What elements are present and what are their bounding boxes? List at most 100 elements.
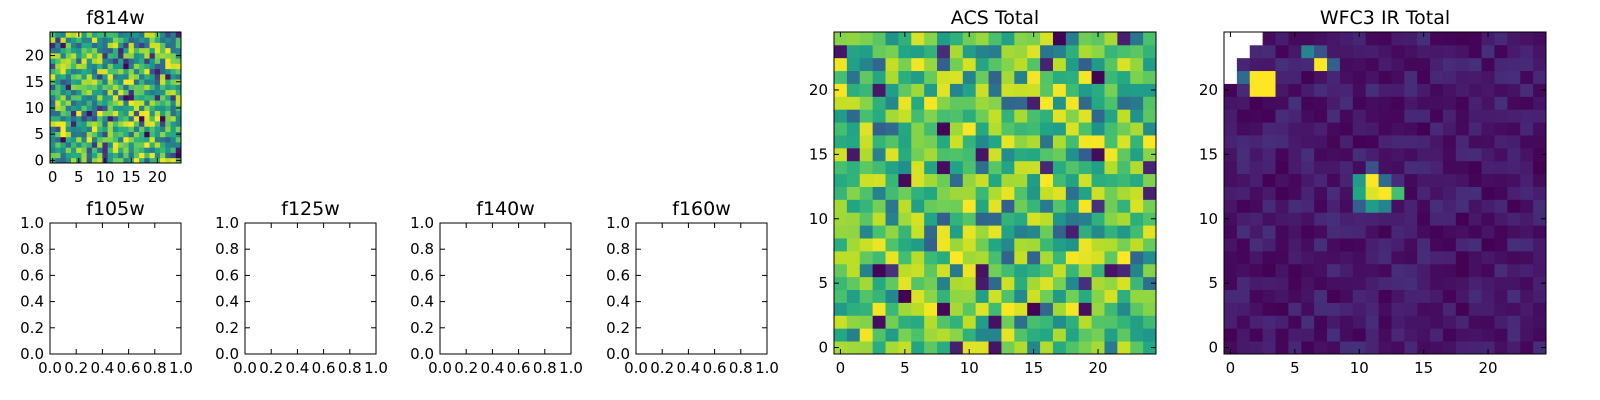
heatmap-cell	[1533, 250, 1547, 265]
heatmap-cell	[1091, 302, 1105, 316]
heatmap-cell	[1078, 147, 1092, 162]
heatmap-cell	[846, 70, 861, 84]
heatmap-cell	[1065, 250, 1080, 265]
heatmap-cell	[1288, 263, 1302, 278]
heatmap-cell	[60, 136, 67, 143]
heatmap-cell	[1533, 147, 1547, 162]
y-tick-label: 0.0	[215, 345, 239, 363]
heatmap-cell	[1027, 315, 1041, 329]
heatmap-cell	[1104, 122, 1118, 136]
heatmap-cell	[1143, 44, 1157, 59]
heatmap-cell	[1014, 186, 1028, 200]
heatmap-cell	[1494, 250, 1508, 265]
heatmap-cell	[76, 110, 82, 117]
heatmap-cell	[911, 328, 925, 342]
heatmap-cell	[1262, 147, 1276, 162]
heatmap-cell	[76, 94, 82, 101]
heatmap-cell	[1065, 135, 1080, 149]
heatmap-cell	[123, 32, 129, 38]
heatmap-cell	[154, 147, 161, 153]
heatmap-cell	[1027, 135, 1041, 149]
heatmap-cell	[175, 84, 182, 91]
heatmap-cell	[1236, 315, 1251, 329]
heatmap-cell	[898, 57, 912, 72]
heatmap-cell	[112, 63, 119, 70]
heatmap-cell	[885, 122, 899, 136]
heatmap-cell	[1078, 263, 1092, 278]
heatmap-cell	[170, 73, 177, 80]
heatmap-cell	[60, 152, 67, 159]
heatmap-cell	[160, 84, 166, 91]
heatmap-cell	[107, 136, 114, 143]
heatmap-cell	[65, 105, 72, 111]
heatmap-cell	[1494, 70, 1508, 84]
heatmap-cell	[937, 289, 951, 303]
heatmap-cell	[91, 68, 98, 75]
heatmap-cell	[102, 73, 109, 80]
heatmap-cell	[1262, 44, 1276, 59]
heatmap-cell	[170, 89, 177, 96]
heatmap-cell	[107, 147, 114, 153]
heatmap-cell	[911, 83, 925, 97]
heatmap-cell	[1288, 238, 1302, 252]
heatmap-cell	[160, 100, 166, 106]
heatmap-cell	[1378, 289, 1392, 303]
heatmap-cell	[1130, 328, 1144, 342]
heatmap-cell	[1520, 199, 1534, 213]
heatmap-cell	[65, 157, 72, 164]
heatmap-cell	[1365, 135, 1379, 149]
heatmap-cell	[86, 94, 93, 101]
heatmap-cell	[924, 341, 938, 355]
heatmap-cell	[859, 122, 874, 136]
heatmap-cell	[1378, 109, 1392, 123]
heatmap-cell	[128, 136, 135, 143]
x-tick-label: 15	[1024, 359, 1043, 377]
heatmap-cell	[1065, 238, 1080, 252]
heatmap-cell	[154, 73, 161, 80]
heatmap-cell	[1078, 83, 1092, 97]
heatmap-cell	[1224, 173, 1238, 187]
heatmap-cell	[107, 63, 114, 70]
heatmap-cell	[1091, 57, 1105, 72]
heatmap-cell	[988, 147, 1002, 162]
heatmap-cell	[118, 131, 124, 138]
heatmap-cell	[1249, 70, 1264, 84]
heatmap-cell	[160, 94, 166, 101]
heatmap-cell	[160, 121, 166, 127]
heatmap-cell	[1262, 32, 1276, 46]
heatmap-cell	[1391, 135, 1405, 149]
heatmap-cell	[60, 73, 67, 80]
heatmap-cell	[81, 136, 88, 143]
heatmap-cell	[1520, 250, 1534, 265]
heatmap-cell	[60, 115, 67, 122]
heatmap-cell	[144, 58, 150, 64]
heatmap-cell	[846, 315, 861, 329]
heatmap-cell	[1275, 135, 1289, 149]
heatmap-cell	[872, 276, 886, 290]
heatmap-cell	[1117, 276, 1131, 290]
heatmap-cell	[1339, 276, 1354, 290]
heatmap-cell	[834, 212, 848, 226]
heatmap-cell	[975, 302, 989, 316]
heatmap-cell	[165, 136, 171, 143]
heatmap-cell	[834, 238, 848, 252]
heatmap-cell	[1378, 276, 1392, 290]
heatmap-cell	[885, 70, 899, 84]
heatmap-cell	[1494, 96, 1508, 110]
heatmap-cell	[175, 126, 182, 132]
heatmap-cell	[102, 115, 109, 122]
heatmap-cell	[1130, 199, 1144, 213]
heatmap-cell	[118, 84, 124, 91]
heatmap-cell	[70, 121, 77, 127]
heatmap-cell	[1481, 328, 1495, 342]
heatmap-cell	[1494, 83, 1508, 97]
heatmap-cell	[91, 63, 98, 70]
heatmap-cell	[1091, 160, 1105, 175]
heatmap-cell	[1065, 186, 1080, 200]
heatmap-cell	[170, 121, 177, 127]
heatmap-cell	[1249, 302, 1264, 316]
heatmap-cell	[1262, 328, 1276, 342]
y-tick-label: 0	[818, 339, 828, 357]
heatmap-cell	[1143, 160, 1157, 175]
heatmap-cell	[898, 302, 912, 316]
